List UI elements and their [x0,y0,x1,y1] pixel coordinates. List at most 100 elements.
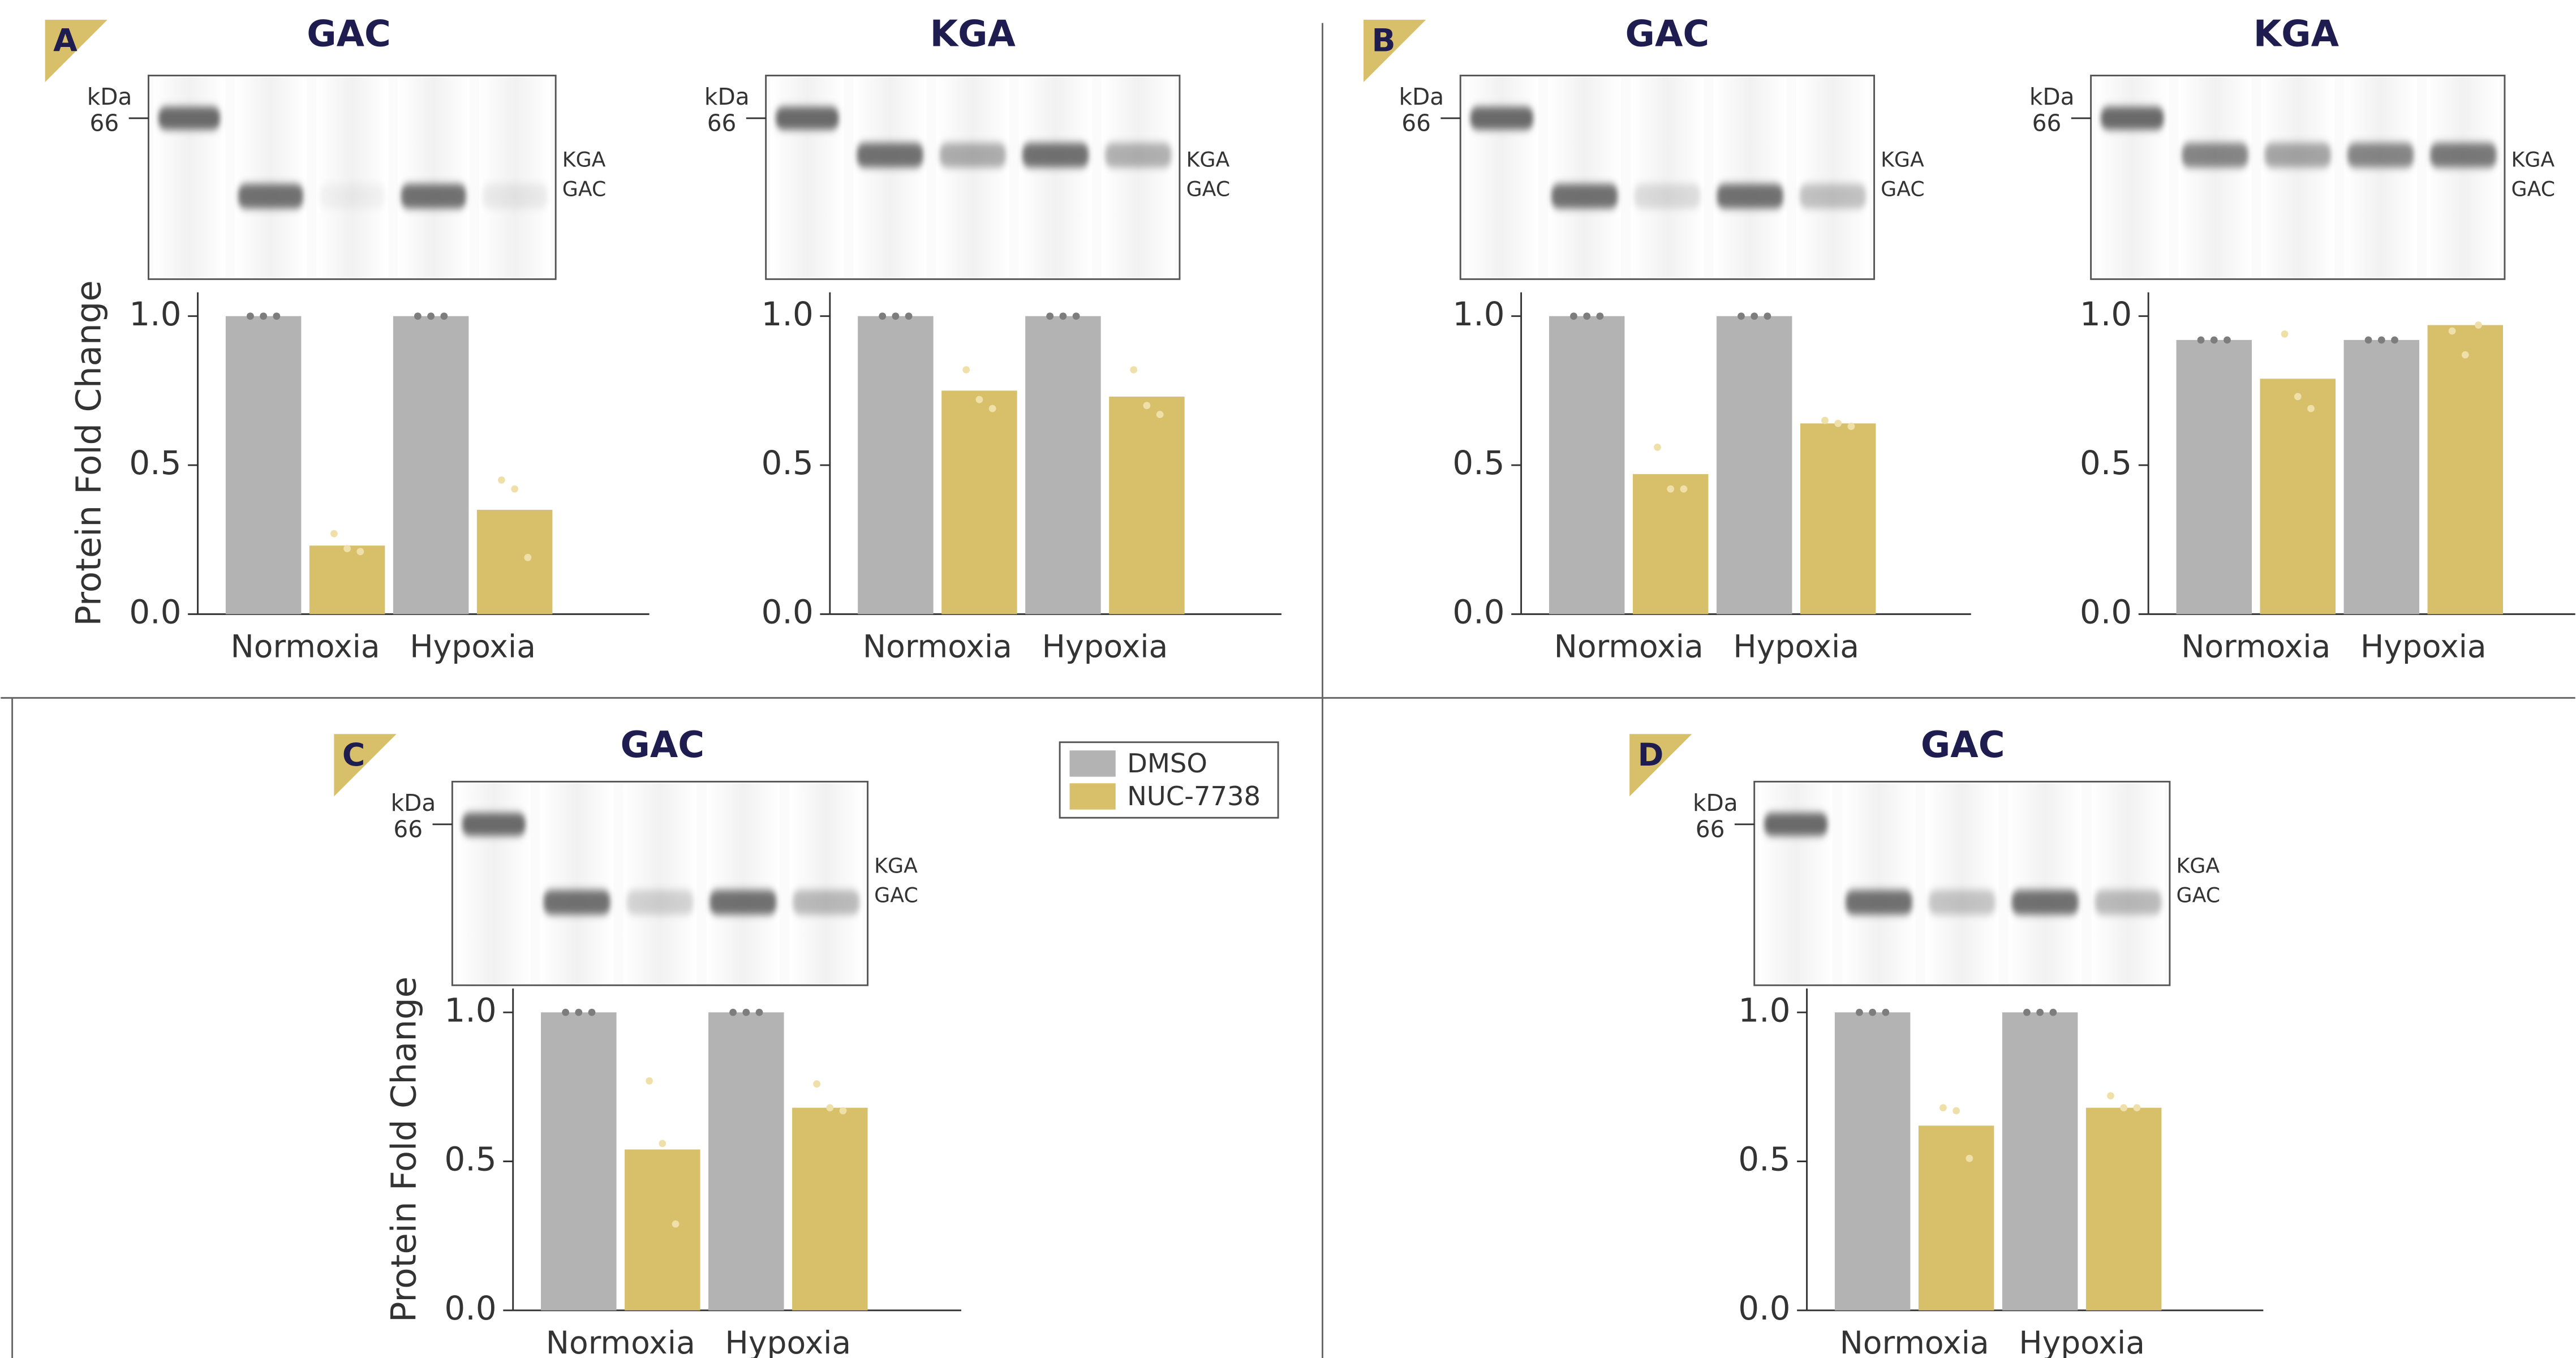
replicate-dot [330,530,338,538]
bar [2428,325,2503,614]
blot-marker: 66 [1401,110,1431,137]
replicate-dot [879,312,886,320]
blot-marker: 66 [1696,815,1725,843]
bar [477,510,552,614]
panel-letter: D [1638,737,1664,773]
blot-lane [936,77,1009,277]
x-tick-label: Hypoxia [1733,629,1859,665]
blot-lane [1842,783,1915,983]
bar [708,1012,784,1310]
blot-lane [540,783,613,983]
y-tick-label: 0.5 [1452,444,1504,482]
blot-band [709,890,776,915]
bar [2344,340,2419,614]
replicate-dot [2211,336,2218,343]
replicate-dot [1751,312,1758,320]
bar [1549,316,1624,614]
band-label: GAC [562,177,607,201]
blot-marker: 66 [90,110,119,137]
bar [1835,1012,1910,1310]
blot-marker: 66 [707,110,737,137]
replicate-dot [1966,1155,1973,1162]
replicate-dot [2462,351,2469,359]
replicate-dot [1738,312,1745,320]
replicate-dot [1073,312,1080,320]
y-tick-label: 1.0 [129,295,181,333]
blot-lane [2092,783,2165,983]
blot-unit: kDa [704,83,750,110]
replicate-dot [1667,485,1674,493]
x-tick-label: Normoxia [231,629,380,665]
blot-unit: kDa [2029,83,2075,110]
blot-band [2182,143,2248,167]
bar [541,1012,616,1310]
y-tick-label: 0.5 [129,444,181,482]
blot-band [320,184,385,209]
x-tick-label: Hypoxia [410,629,536,665]
blot-lane [1796,77,1869,277]
replicate-dot [1570,312,1577,320]
bar [1919,1125,1994,1310]
y-tick-label: 0.5 [444,1140,496,1179]
legend-swatch [1070,783,1116,809]
chart-title: KGA [2254,13,2340,55]
y-axis-label: Protein Fold Change [68,280,109,626]
replicate-dot [2023,1009,2031,1016]
ladder-band [1764,813,1827,836]
replicate-dot [646,1077,653,1085]
x-tick-label: Normoxia [863,629,1012,665]
bar [941,390,1017,614]
blot-band [2012,890,2079,915]
ladder-band [2101,107,2164,130]
bar [1109,397,1184,614]
band-label: GAC [874,883,918,908]
blot-lane [235,77,307,277]
replicate-dot [2224,336,2231,343]
blot-lane [2427,77,2500,277]
blot-band [1929,890,1996,915]
bar [1800,423,1876,614]
replicate-dot [2036,1009,2044,1016]
replicate-dot [962,366,970,373]
chart-title: KGA [930,13,1016,55]
blot-band [2430,143,2496,167]
replicate-dot [989,405,996,412]
replicate-dot [1583,312,1590,320]
replicate-dot [2049,1009,2057,1016]
bar [858,316,933,614]
y-tick-label: 0.0 [1452,592,1504,631]
band-label: KGA [2512,147,2555,171]
replicate-dot [1939,1104,1947,1111]
blot-band [2265,143,2331,167]
band-label: KGA [2177,853,2220,878]
chart-title: GAC [620,724,704,766]
bar [1025,316,1100,614]
y-tick-label: 0.0 [1738,1289,1790,1327]
replicate-dot [511,485,518,493]
blot-band [857,143,923,167]
blot-band [238,184,303,209]
ladder-band [462,813,526,836]
replicate-dot [2281,330,2289,338]
blot-band [793,890,859,915]
replicate-dot [1953,1107,1960,1115]
blot-lane [1019,77,1092,277]
replicate-dot [2120,1104,2127,1111]
replicate-dot [524,554,531,561]
replicate-dot [343,545,351,552]
y-tick-label: 0.5 [2080,444,2132,482]
blot-marker: 66 [2032,110,2062,137]
bar [1717,316,1792,614]
blot-lane [2261,77,2334,277]
chart-title: GAC [307,13,391,55]
bar [226,316,301,614]
replicate-dot [1834,420,1842,427]
replicate-dot [273,312,280,320]
bar [309,545,385,614]
band-label: KGA [562,147,606,171]
blot-lane [2179,77,2252,277]
blot-lane [623,783,696,983]
blot-band [1105,143,1171,167]
band-label: KGA [874,853,918,878]
blot-lane [1102,77,1175,277]
